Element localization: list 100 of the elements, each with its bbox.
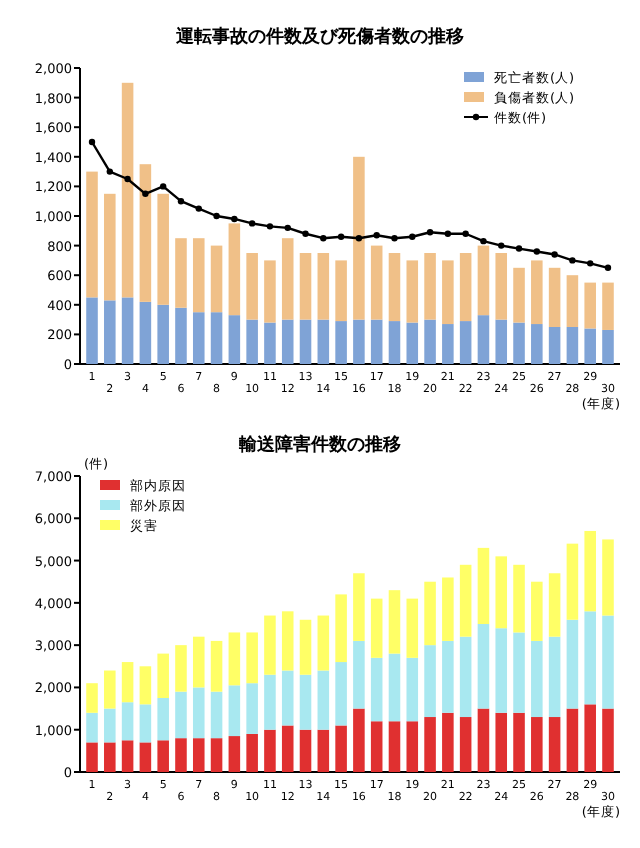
- bar: [424, 319, 436, 364]
- bar: [584, 611, 596, 705]
- bar: [531, 581, 543, 641]
- bar: [495, 628, 508, 713]
- bar: [121, 297, 134, 364]
- bar: [210, 245, 223, 313]
- bar: [228, 223, 241, 316]
- point: [551, 251, 558, 258]
- bar: [442, 324, 454, 364]
- point: [533, 248, 541, 255]
- bar: [210, 691, 223, 739]
- bar: [299, 674, 312, 730]
- bar: [210, 738, 223, 772]
- bar: [264, 322, 276, 364]
- bar: [104, 670, 116, 709]
- point: [248, 220, 256, 227]
- bar: [495, 253, 508, 320]
- bar: [157, 740, 169, 772]
- bar: [175, 645, 187, 692]
- bar: [353, 640, 365, 709]
- point: [106, 168, 113, 175]
- bar: [602, 539, 614, 616]
- bar: [584, 282, 596, 329]
- point: [337, 233, 345, 240]
- bar: [104, 708, 116, 743]
- point: [409, 233, 416, 240]
- bar: [317, 319, 330, 364]
- point: [195, 205, 202, 212]
- point: [231, 215, 238, 223]
- bar: [406, 657, 419, 722]
- bar: [353, 156, 365, 320]
- bar: [531, 640, 543, 718]
- bar: [139, 301, 152, 364]
- point: [302, 230, 309, 237]
- bar: [86, 297, 98, 364]
- point: [284, 224, 291, 232]
- bar: [335, 725, 347, 772]
- bar: [531, 717, 543, 772]
- bar: [424, 581, 436, 646]
- bar: [459, 564, 472, 637]
- bar: [157, 304, 169, 364]
- bar: [264, 260, 276, 323]
- bar: [424, 717, 436, 772]
- bar: [584, 704, 596, 772]
- bar: [228, 685, 241, 737]
- bar: [335, 594, 347, 663]
- bar: [566, 708, 579, 772]
- bar: [104, 193, 116, 301]
- bar: [513, 267, 525, 323]
- bar: [86, 683, 98, 713]
- point: [142, 190, 149, 197]
- bar: [370, 721, 383, 772]
- bar: [86, 742, 98, 772]
- bar: [139, 164, 152, 302]
- bar: [139, 666, 152, 705]
- bar: [370, 245, 383, 320]
- bar: [86, 712, 98, 743]
- bar: [139, 742, 152, 772]
- bar: [104, 742, 116, 772]
- point: [266, 223, 274, 230]
- bar: [388, 653, 401, 722]
- point: [569, 257, 576, 264]
- bar: [246, 319, 258, 364]
- point: [462, 230, 469, 237]
- bar: [353, 573, 365, 641]
- bar: [157, 193, 169, 305]
- bar: [175, 307, 187, 364]
- point: [391, 235, 398, 242]
- bar: [602, 282, 614, 330]
- bar: [317, 670, 330, 730]
- bar: [459, 636, 472, 718]
- bar: [157, 698, 169, 741]
- bar: [281, 611, 294, 671]
- bar: [442, 577, 454, 641]
- bar: [370, 598, 383, 658]
- point: [515, 245, 523, 252]
- bar: [104, 300, 116, 364]
- bar: [299, 619, 312, 675]
- bar: [495, 556, 508, 629]
- chart-title: 運転事故の件数及び死傷者数の推移: [174, 26, 464, 48]
- bar: [192, 636, 205, 688]
- bar: [442, 640, 454, 713]
- bar: [406, 322, 419, 364]
- point: [213, 212, 220, 220]
- bar: [175, 691, 187, 739]
- bar: [566, 275, 579, 327]
- bar: [513, 632, 525, 713]
- bar: [210, 640, 223, 692]
- bar: [228, 632, 241, 686]
- bar: [566, 619, 579, 709]
- bar: [388, 253, 401, 322]
- bar: [442, 712, 454, 772]
- bar: [353, 319, 365, 364]
- bar: [281, 319, 294, 364]
- bar: [388, 721, 401, 772]
- point: [480, 237, 487, 245]
- bar: [406, 598, 419, 658]
- bar: [495, 319, 508, 364]
- point: [177, 198, 185, 205]
- bar: [228, 315, 241, 364]
